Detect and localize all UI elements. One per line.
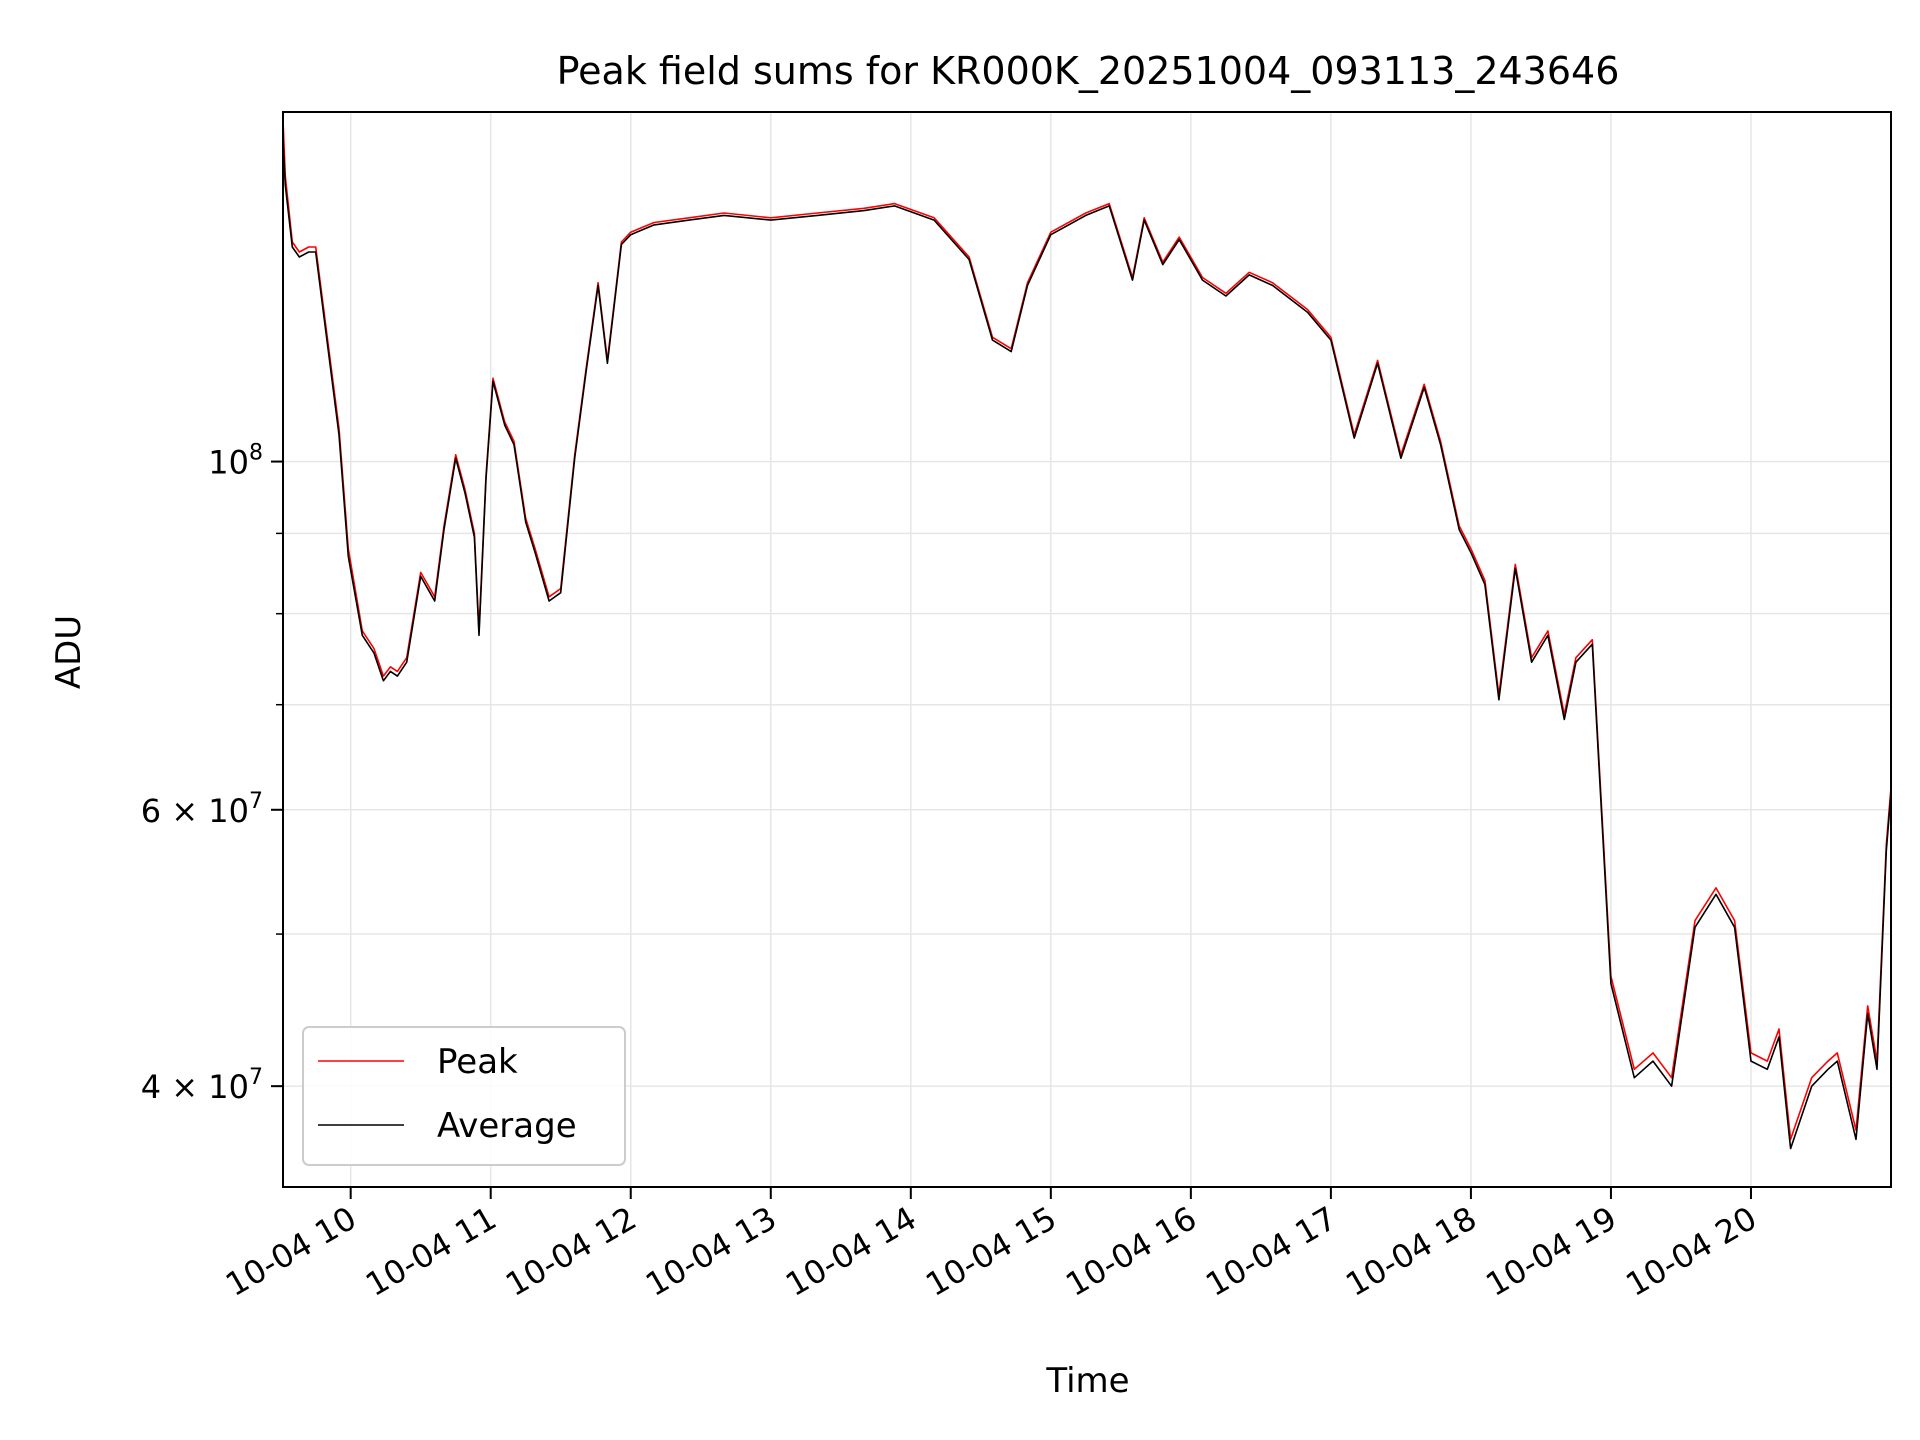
y-tick-label: 4 × 107 [141,1065,263,1106]
series-line-average [282,141,1892,1150]
grid-lines [283,112,1891,1187]
legend: Peak Average [302,1026,626,1166]
plot-frame [282,111,1892,1188]
y-tick-label: 6 × 107 [141,789,263,830]
y-axis-ticks: 108 6 × 107 4 × 107 [141,441,283,1106]
x-axis-label: Time [1045,1361,1129,1401]
y-tick-label: 108 [208,441,263,482]
legend-peak-label: Peak [437,1042,518,1082]
y-axis-label: ADU [49,615,89,689]
series-layer [282,120,1892,1150]
chart-title: Peak field sums for KR000K_20251004_0931… [557,49,1620,93]
series-line-peak [282,120,1892,1141]
legend-average-label: Average [437,1106,577,1146]
